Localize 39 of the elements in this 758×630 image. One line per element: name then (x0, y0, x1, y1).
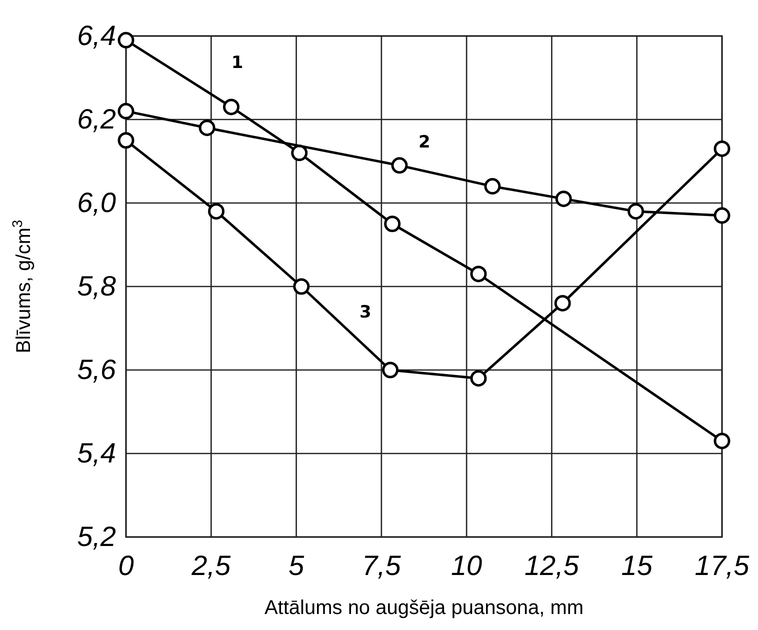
y-tick-label: 5,4 (77, 438, 116, 468)
y-tick-label: 5,2 (77, 521, 116, 552)
point (208, 203, 224, 220)
series-label: 3 (359, 302, 372, 322)
x-tick-label: 0 (118, 550, 134, 581)
point (198, 120, 216, 136)
point (291, 144, 308, 162)
y-tick-label: 5,6 (77, 354, 116, 385)
y-tick-label: 6,2 (77, 104, 116, 134)
x-tick-label: 10 (450, 550, 483, 581)
point (554, 294, 571, 312)
point (714, 207, 730, 224)
point (714, 432, 730, 450)
x-axis-title: Attālums no augšēja puansona, mm (264, 597, 584, 619)
point (470, 266, 487, 282)
series-label: 1 (231, 52, 244, 73)
point (118, 32, 134, 48)
point (470, 370, 487, 387)
point (714, 140, 730, 157)
x-tick-label: 17,5 (694, 550, 750, 581)
x-tick-label: 7,5 (362, 550, 402, 581)
point (118, 102, 134, 120)
point (222, 98, 240, 116)
point (391, 157, 408, 174)
point (484, 178, 501, 195)
point (293, 278, 310, 295)
y-tick-label: 6,4 (77, 20, 116, 51)
point (382, 362, 399, 378)
y-tick-label: 6,0 (77, 187, 116, 218)
series-label: 2 (418, 132, 430, 152)
y-tick-label: 5,8 (77, 270, 116, 302)
point (628, 203, 644, 220)
point (555, 190, 572, 208)
x-tick-label: 2,5 (190, 550, 232, 581)
x-tick-label: 12,5 (524, 550, 580, 581)
x-tick-label: 5 (288, 550, 304, 581)
point (384, 216, 401, 232)
x-tick-label: 15 (621, 550, 653, 581)
point (118, 132, 134, 149)
